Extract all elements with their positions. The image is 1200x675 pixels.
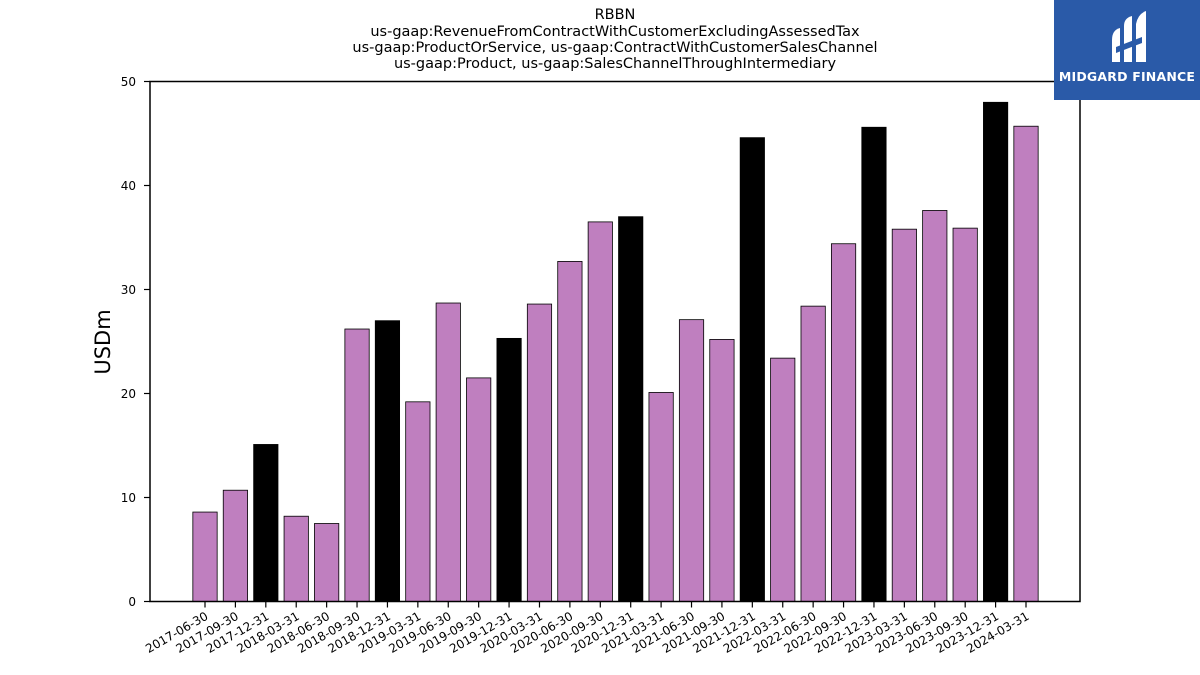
bar-2018-03-31	[283, 515, 309, 602]
y-tick-label: 50	[121, 75, 136, 89]
bar-2022-12-31	[861, 126, 887, 602]
bar-2023-09-30	[952, 227, 978, 602]
y-tick-label: 40	[121, 179, 136, 193]
bar-2021-06-30	[678, 319, 705, 602]
y-tick-label: 30	[121, 283, 136, 297]
bar-2024-03-31	[1013, 125, 1039, 602]
bar-2017-06-30	[192, 511, 218, 602]
bar-2019-12-31	[496, 337, 522, 602]
bar-2022-06-30	[800, 305, 826, 602]
midgard-logo-icon	[1112, 11, 1146, 62]
bar-2021-12-31	[739, 137, 765, 602]
bar-2018-12-31	[374, 320, 401, 602]
bar-2019-03-31	[405, 401, 431, 602]
chart-title-axes: us-gaap:ProductOrService, us-gaap:Contra…	[352, 40, 878, 56]
bar-2021-09-30	[709, 339, 735, 602]
bar-2020-12-31	[618, 216, 644, 602]
bar-2023-06-30	[922, 210, 948, 602]
y-axis: 0 10 20 30 40 50	[121, 75, 150, 609]
bar-2021-03-31	[648, 392, 674, 602]
bar-2017-12-31	[253, 444, 279, 602]
bar-2018-09-30	[344, 328, 370, 602]
chart-title-concept: us-gaap:RevenueFromContractWithCustomerE…	[370, 24, 860, 40]
chart-title-ticker: RBBN	[594, 7, 636, 23]
bar-2023-12-31	[983, 101, 1009, 602]
bar-2023-03-31	[891, 228, 917, 602]
bar-2022-09-30	[830, 243, 857, 602]
y-tick-label: 10	[121, 491, 136, 505]
bar-2017-09-30	[222, 489, 248, 602]
bar-2019-09-30	[466, 377, 492, 602]
bar-2020-03-31	[526, 303, 553, 602]
chart-title-members: us-gaap:Product, us-gaap:SalesChannelThr…	[393, 56, 837, 72]
bar-2019-06-30	[435, 302, 461, 602]
bar-2020-06-30	[557, 261, 583, 602]
bar-2018-06-30	[314, 523, 340, 602]
logo-text: MIDGARD FINANCE	[1058, 69, 1196, 84]
y-axis-label: USDm	[91, 309, 115, 374]
x-axis: 2017-06-302017-09-302017-12-312018-03-31…	[143, 601, 1032, 656]
midgard-finance-logo: MIDGARD FINANCE	[1054, 0, 1200, 100]
bar-2022-03-31	[770, 357, 796, 602]
plot-frame	[149, 80, 1081, 603]
y-tick-label: 20	[121, 387, 136, 401]
bar-2020-09-30	[587, 221, 613, 602]
y-tick-label: 0	[128, 595, 136, 609]
bars-group	[192, 101, 1039, 602]
